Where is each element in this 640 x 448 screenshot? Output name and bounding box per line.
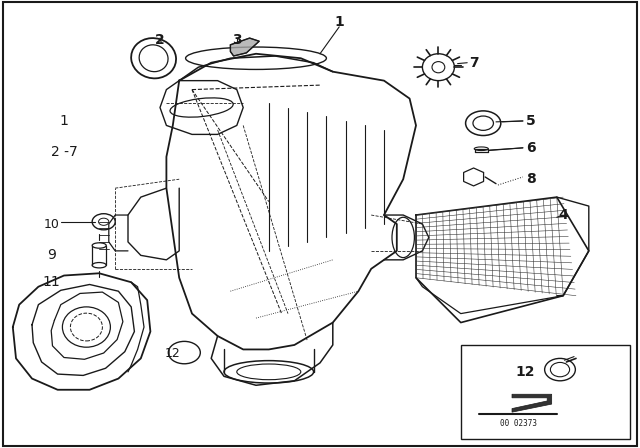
Text: 12: 12 — [515, 365, 534, 379]
Text: 1: 1 — [60, 114, 68, 128]
Text: 4: 4 — [558, 208, 568, 222]
Polygon shape — [230, 38, 259, 56]
Text: 8: 8 — [526, 172, 536, 186]
Ellipse shape — [92, 263, 106, 268]
Text: 5: 5 — [526, 114, 536, 128]
Text: 11: 11 — [42, 275, 60, 289]
Text: 3: 3 — [232, 33, 242, 47]
Text: 2 -7: 2 -7 — [51, 145, 77, 159]
Text: 2: 2 — [155, 33, 165, 47]
Text: 12: 12 — [165, 347, 180, 361]
Text: 10: 10 — [44, 217, 59, 231]
Text: 9: 9 — [47, 248, 56, 263]
Text: 6: 6 — [526, 141, 536, 155]
Text: 7: 7 — [468, 56, 479, 70]
Text: 00 02373: 00 02373 — [500, 419, 537, 428]
Bar — [461, 345, 630, 439]
Polygon shape — [512, 394, 552, 412]
Ellipse shape — [92, 243, 106, 248]
Text: 1: 1 — [334, 15, 344, 30]
